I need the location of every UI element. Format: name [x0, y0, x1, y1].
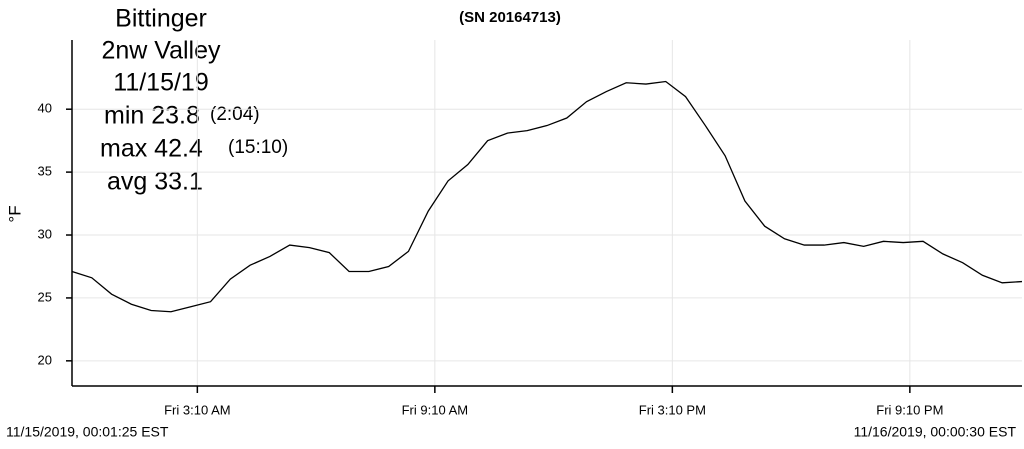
- y-tick-label: 40: [38, 101, 52, 116]
- x-tick-label: Fri 9:10 PM: [876, 402, 943, 417]
- station-name: 2nw Valley: [101, 37, 221, 65]
- stat-min: min 23.8: [104, 102, 200, 130]
- temperature-line: [71, 80, 1023, 313]
- end-label: 11/16/2019, 00:00:30 EST: [854, 424, 1017, 440]
- x-tick-label: Fri 3:10 PM: [639, 402, 706, 417]
- x-tick-label: Fri 3:10 AM: [164, 402, 230, 417]
- y-tick-label: 20: [38, 352, 52, 367]
- station-name: Bittinger: [115, 5, 207, 33]
- stat-time: (2:04): [210, 104, 260, 125]
- y-tick-label: 35: [38, 164, 52, 179]
- y-axis-label: °F: [5, 205, 24, 222]
- stat-max: max 42.4: [100, 135, 203, 163]
- y-tick-label: 30: [38, 226, 52, 241]
- start-label: 11/15/2019, 00:01:25 EST: [6, 424, 169, 440]
- station-date: 11/15/19: [113, 69, 208, 97]
- chart-title: (SN 20164713): [459, 9, 561, 26]
- stat-time: (15:10): [228, 137, 288, 158]
- x-tick-label: Fri 9:10 AM: [402, 402, 468, 417]
- y-tick-label: 25: [38, 289, 52, 304]
